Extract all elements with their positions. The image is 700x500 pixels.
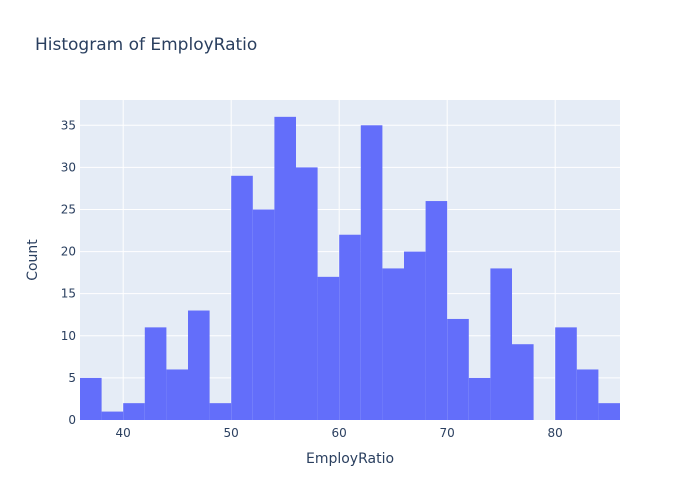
y-tick-label: 20 xyxy=(61,245,76,259)
histogram-bar xyxy=(339,234,361,420)
y-tick-label: 0 xyxy=(68,413,76,427)
x-tick-label: 70 xyxy=(440,426,455,440)
histogram-bar xyxy=(80,377,102,420)
histogram-bar xyxy=(317,276,340,420)
histogram-bar xyxy=(468,377,491,420)
histogram-bar xyxy=(512,344,534,420)
x-tick-label: 80 xyxy=(548,426,563,440)
histogram-bar xyxy=(382,268,404,420)
histogram-bar xyxy=(144,327,167,420)
y-tick-label: 15 xyxy=(61,287,76,301)
x-axis-title: EmployRatio xyxy=(306,451,394,467)
y-tick-label: 10 xyxy=(61,329,76,343)
y-axis-title: Count xyxy=(25,239,41,281)
histogram-bar xyxy=(274,116,296,420)
chart-title: Histogram of EmployRatio xyxy=(35,35,257,55)
histogram-bar xyxy=(598,403,620,420)
histogram-bar xyxy=(404,251,426,420)
histogram-bars xyxy=(80,116,620,421)
x-tick-label: 50 xyxy=(224,426,239,440)
y-tick-label: 25 xyxy=(61,202,76,216)
y-axis-ticks: 0 5 10 15 20 25 30 35 xyxy=(61,118,76,427)
y-tick-label: 35 xyxy=(61,118,76,132)
x-tick-label: 40 xyxy=(116,426,131,440)
x-tick-label: 60 xyxy=(332,426,347,440)
histogram-bar xyxy=(490,268,512,420)
histogram-bar xyxy=(188,310,210,420)
histogram-bar xyxy=(576,369,599,420)
y-tick-label: 5 xyxy=(68,371,76,385)
histogram-bar xyxy=(360,125,383,421)
histogram-bar xyxy=(296,167,318,420)
x-axis-ticks: 40 50 60 70 80 xyxy=(116,426,563,440)
histogram-bar xyxy=(555,327,577,420)
histogram-bar xyxy=(252,209,275,420)
histogram-bar xyxy=(425,201,448,420)
histogram-bar xyxy=(166,369,188,420)
histogram-bar xyxy=(101,411,124,420)
histogram-bar xyxy=(123,403,145,420)
histogram-bar xyxy=(447,318,469,420)
histogram-bar xyxy=(231,175,253,420)
y-tick-label: 30 xyxy=(61,160,76,174)
histogram-bar xyxy=(209,403,232,420)
